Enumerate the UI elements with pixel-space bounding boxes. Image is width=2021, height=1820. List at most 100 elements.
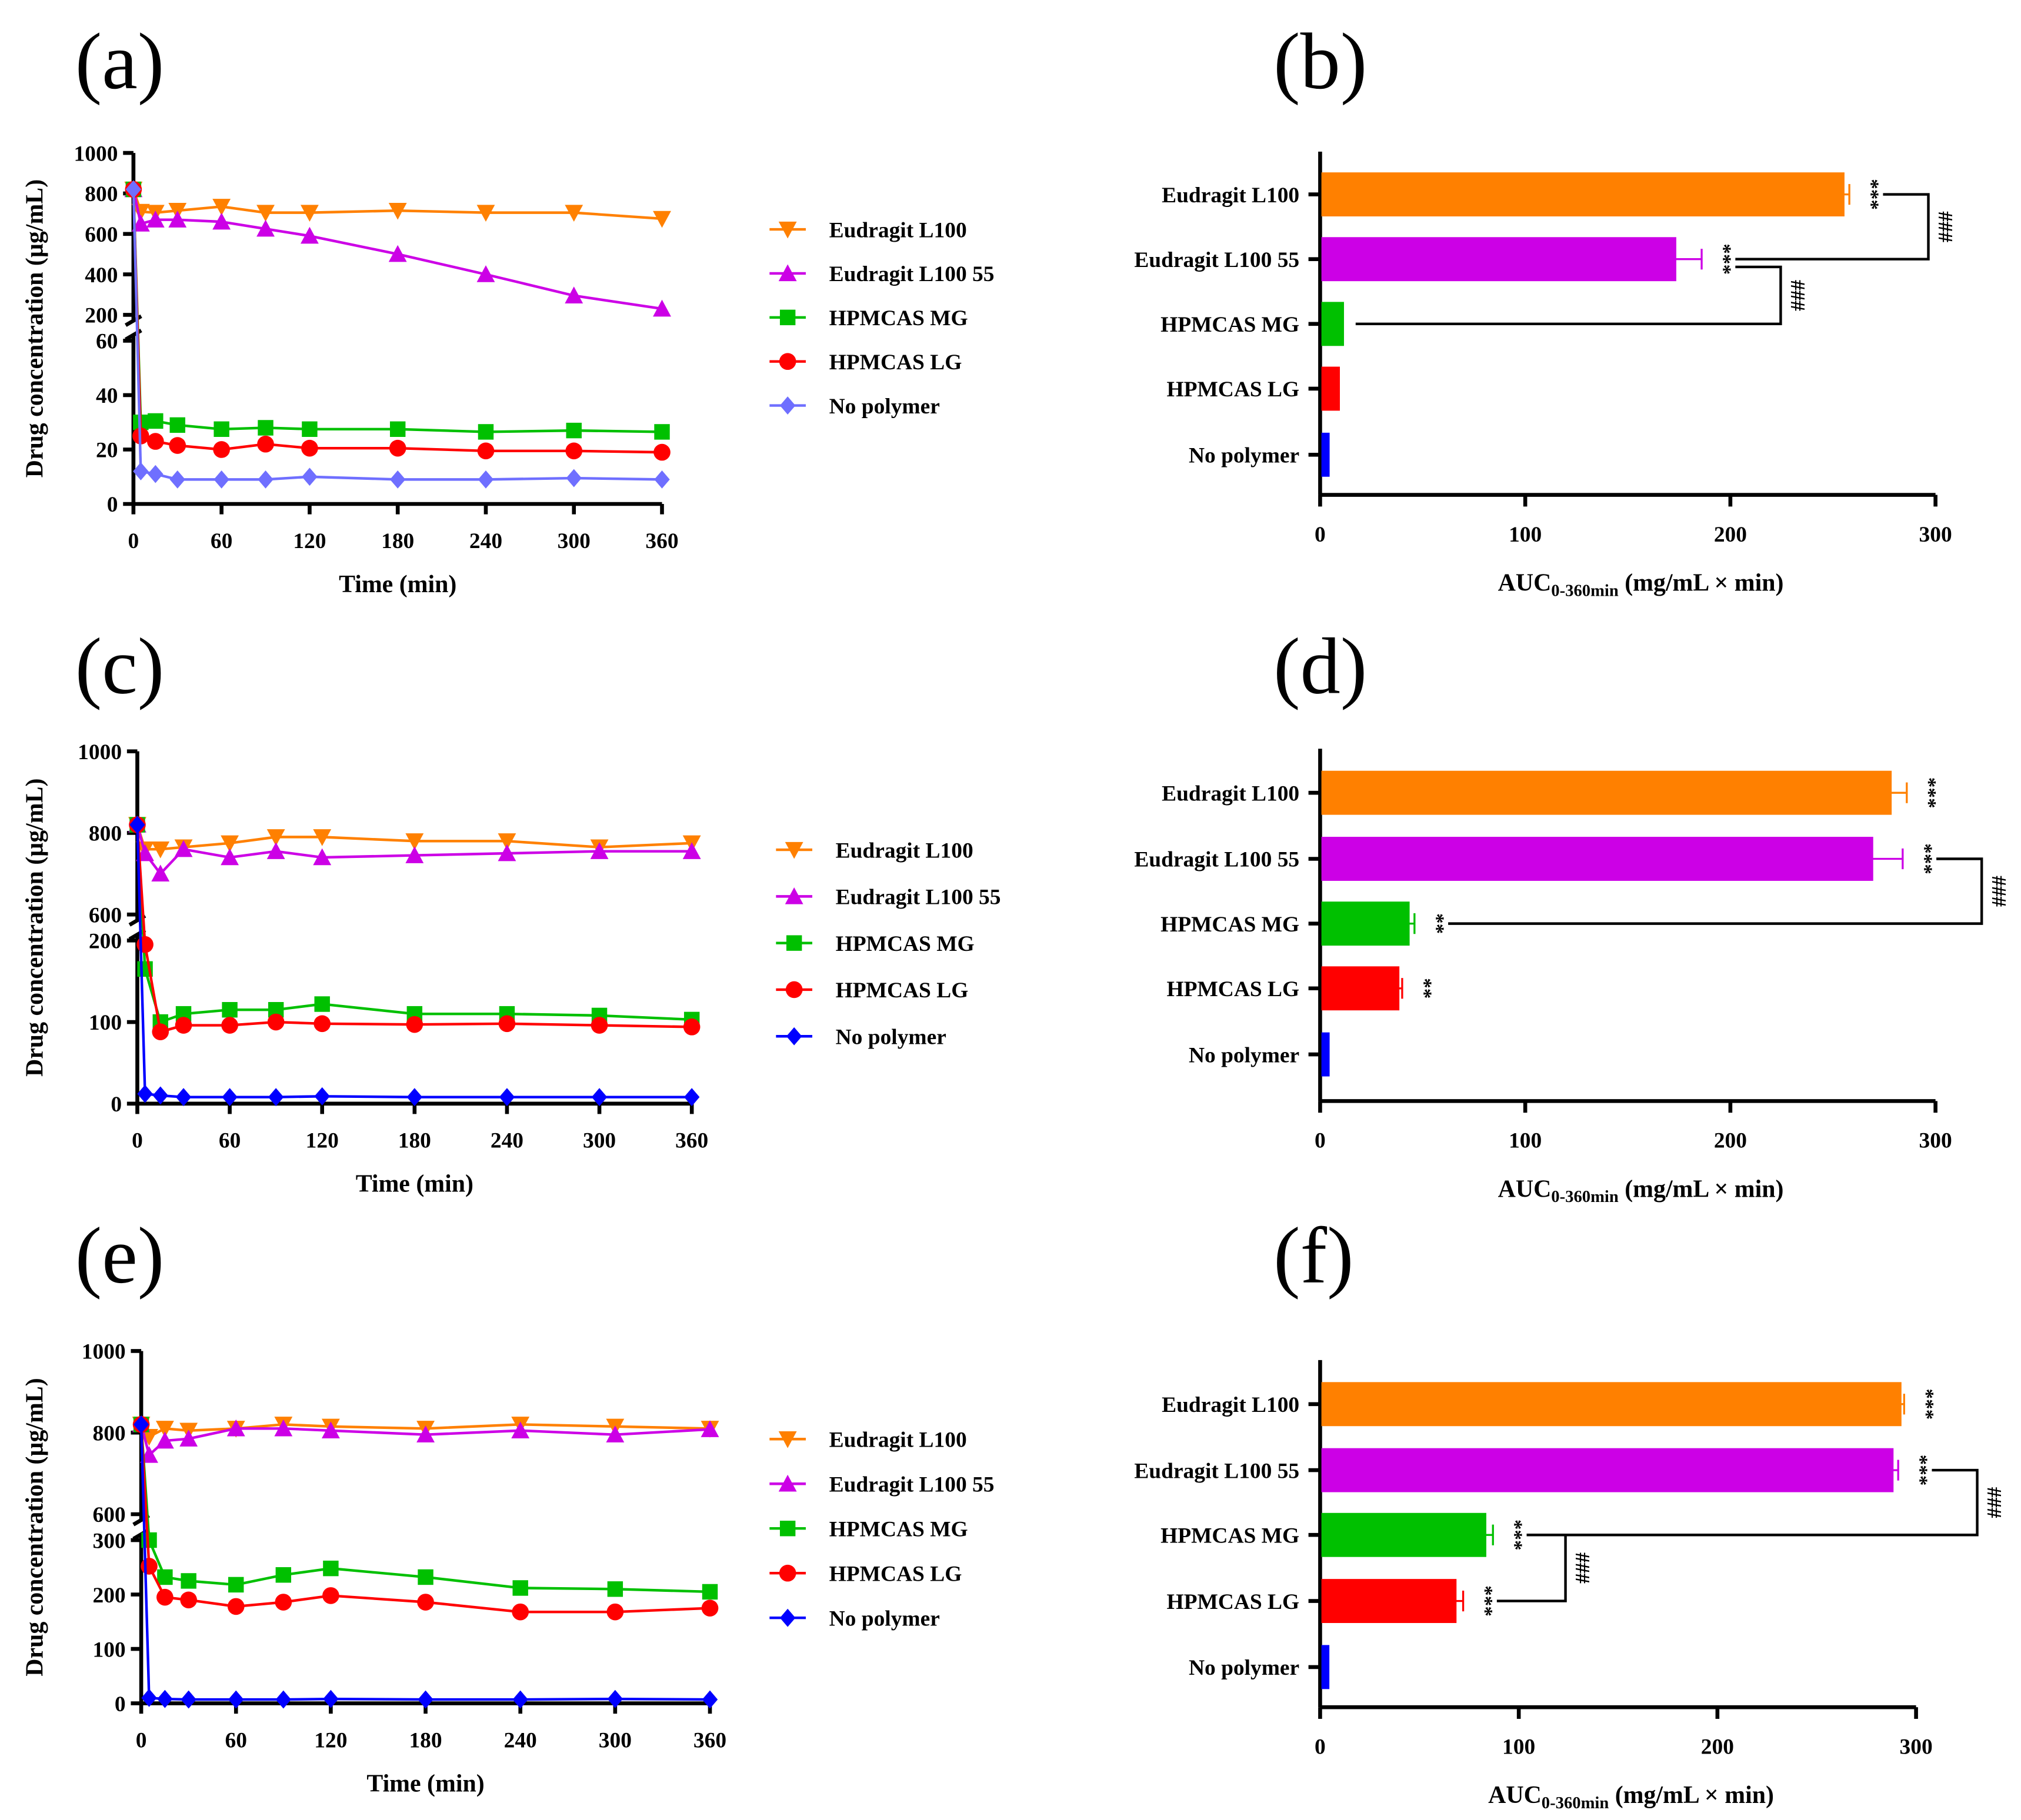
significance-stars: *** <box>1909 1455 1932 1486</box>
significance-hash: ### <box>1987 876 2010 907</box>
marker-square <box>258 420 274 436</box>
category-label: HPMCAS LG <box>1166 378 1299 402</box>
marker-triangle-up <box>174 840 193 857</box>
y-tick-label: 40 <box>96 384 118 408</box>
marker-triangle-down <box>151 841 170 859</box>
marker-square <box>779 309 796 326</box>
significance-bracket <box>1735 193 1930 261</box>
marker-circle <box>785 981 803 999</box>
y-tick-label: 800 <box>85 182 118 206</box>
chart-b: 0 100 200 300 AUC0-360min (mg/mL × min) Eudra… <box>1134 151 1957 600</box>
marker-triangle-up <box>226 1419 245 1437</box>
x-axis-label-subscript: 0-360min <box>1551 581 1619 600</box>
category-label: HPMCAS MG <box>1160 913 1299 937</box>
bar <box>1321 1579 1457 1624</box>
y-tick-label: 0 <box>115 1692 126 1717</box>
bar <box>1321 837 1873 881</box>
legend-label: Eudragit L100 <box>829 218 967 242</box>
x-tick-label: 0 <box>128 529 139 553</box>
marker-circle <box>683 1018 701 1036</box>
x-tick-label: 0 <box>136 1728 147 1752</box>
marker-circle <box>389 439 406 457</box>
marker-square <box>148 413 164 429</box>
y-tick-label: 100 <box>92 1638 125 1662</box>
marker-diamond <box>591 1088 608 1107</box>
marker-diamond <box>222 1088 238 1107</box>
marker-triangle-up <box>778 264 797 282</box>
marker-square <box>314 996 330 1012</box>
x-axis-label: Time (min) <box>356 1171 473 1198</box>
panel-label-a: (a) <box>75 16 165 106</box>
marker-diamond <box>302 467 318 486</box>
marker-triangle-up <box>168 211 187 228</box>
x-tick-label: 360 <box>675 1129 708 1153</box>
chart-e: 0 60 120 180 240 300 36001002003006008001000Ti… <box>22 1340 995 1798</box>
y-tick-label: 0 <box>107 493 118 517</box>
marker-square <box>607 1581 623 1597</box>
x-tick-label: 200 <box>1714 523 1747 547</box>
marker-square <box>418 1569 433 1585</box>
marker-square <box>786 935 802 951</box>
series-line <box>139 1424 711 1594</box>
y-tick-label: 60 <box>96 330 118 354</box>
y-tick-label: 1000 <box>74 142 118 166</box>
x-tick-label: 60 <box>211 529 232 553</box>
marker-triangle-up <box>313 848 332 866</box>
x-tick-label: 120 <box>314 1728 347 1752</box>
x-axis-label-subscript: 0-360min <box>1542 1794 1609 1812</box>
legend-label: Eudragit L100 55 <box>829 1472 995 1497</box>
significance-bracket <box>1355 265 1782 326</box>
bar <box>1321 1645 1330 1689</box>
legend-label: No polymer <box>836 1025 946 1049</box>
marker-triangle-down <box>221 835 239 853</box>
category-label: HPMCAS LG <box>1166 1590 1299 1614</box>
significance-stars: *** <box>1913 843 1936 874</box>
marker-triangle-up <box>498 844 516 861</box>
x-tick-label: 360 <box>693 1728 726 1752</box>
marker-diamond <box>275 1690 292 1709</box>
marker-circle <box>406 1016 423 1033</box>
marker-circle <box>314 1015 331 1033</box>
marker-triangle-up <box>155 1431 174 1449</box>
marker-triangle-up <box>179 1430 198 1447</box>
marker-triangle-up <box>151 864 170 882</box>
marker-circle <box>301 439 318 457</box>
y-tick-label: 400 <box>85 263 118 288</box>
panel-label-f: (f) <box>1273 1211 1353 1300</box>
marker-diamond <box>566 469 582 487</box>
marker-triangle-down <box>300 205 319 222</box>
marker-diamond <box>181 1690 196 1709</box>
marker-triangle-up <box>221 848 239 866</box>
marker-triangle-down <box>313 829 332 846</box>
marker-diamond <box>133 462 149 480</box>
x-tick-label: 300 <box>599 1728 632 1752</box>
x-axis-label-units: (mg/mL × min) <box>1609 1782 1774 1809</box>
marker-diamond <box>148 465 164 483</box>
marker-square <box>228 1577 244 1593</box>
marker-triangle-up <box>212 212 231 230</box>
x-tick-label: 300 <box>1919 523 1952 547</box>
panel-label-e: (e) <box>75 1211 165 1300</box>
marker-circle <box>591 1017 608 1034</box>
y-axis-label: Drug concentration (µg/mL) <box>22 1378 49 1676</box>
marker-diamond <box>169 470 185 489</box>
marker-triangle-up <box>266 842 285 859</box>
marker-circle <box>180 1591 197 1609</box>
marker-diamond <box>214 470 229 489</box>
marker-triangle-up <box>405 846 424 863</box>
marker-triangle-down <box>785 841 803 859</box>
marker-triangle-up <box>511 1421 530 1438</box>
marker-square <box>389 421 406 438</box>
marker-circle <box>275 1594 292 1611</box>
category-label: HPMCAS MG <box>1160 1524 1299 1548</box>
marker-triangle-up <box>606 1425 625 1442</box>
marker-square <box>214 421 229 438</box>
x-axis-label-main: AUC <box>1498 1176 1552 1203</box>
marker-triangle-up <box>146 211 165 228</box>
marker-triangle-down <box>778 221 797 239</box>
marker-diamond <box>654 470 670 489</box>
legend-label: HPMCAS LG <box>836 979 969 1003</box>
x-axis-label: AUC0-360min (mg/mL × min) <box>1488 1782 1774 1812</box>
legend-label: No polymer <box>829 1607 940 1631</box>
